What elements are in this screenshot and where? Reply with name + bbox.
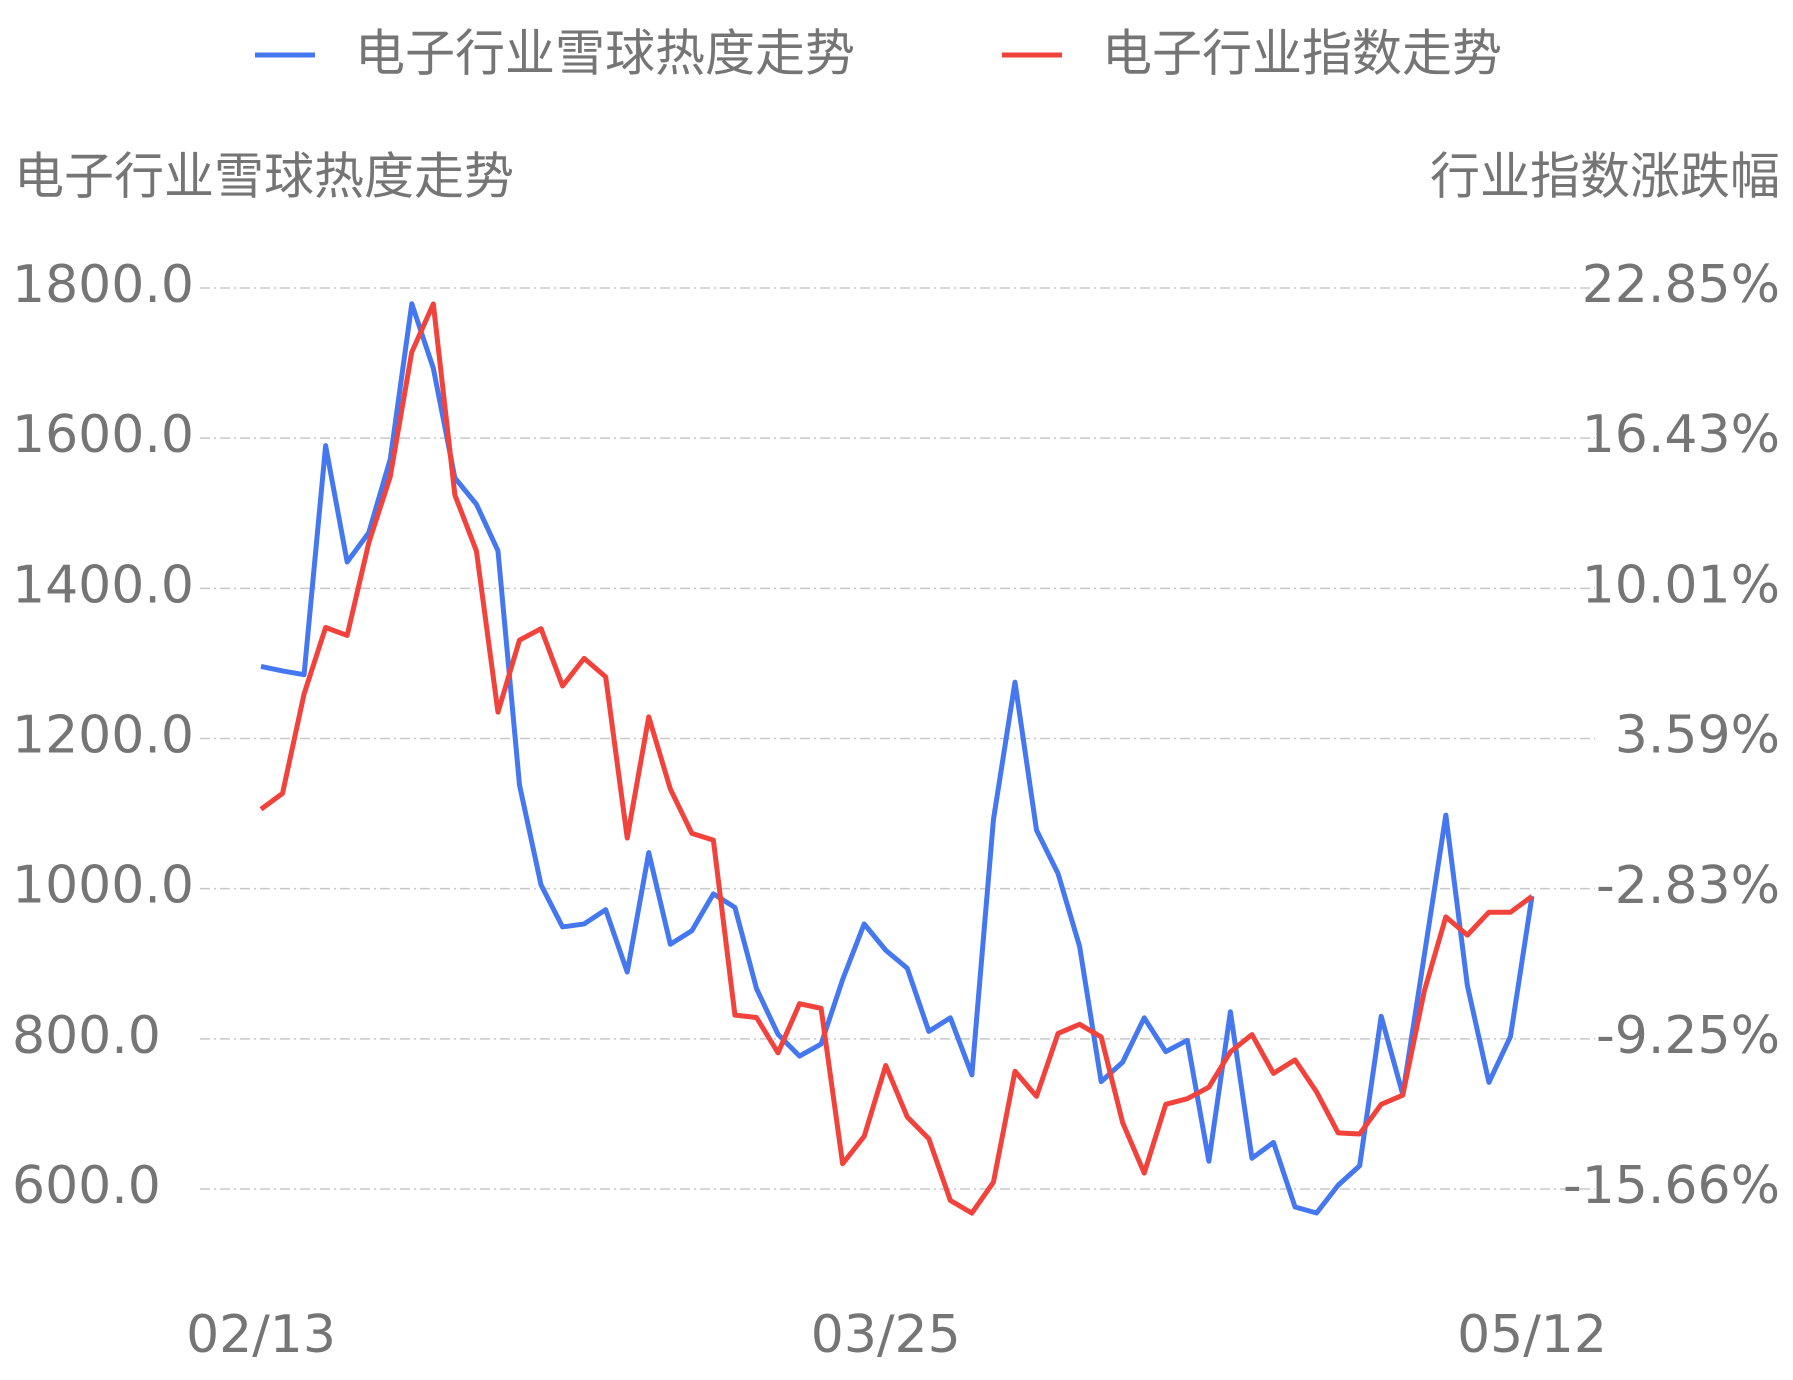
line-series [259,301,1534,1216]
x-tick-label: 05/12 [1457,1305,1607,1365]
y-tick-label: 1800.0 [12,255,194,315]
x-tick-label: 03/25 [811,1305,961,1365]
y2-tick-label: -2.83% [1596,856,1780,916]
y2-tick-label: 10.01% [1582,555,1780,615]
y2-tick-label: -15.66% [1563,1156,1780,1216]
y-tick-label: 1400.0 [12,555,194,615]
y-tick-label: 1600.0 [12,405,194,465]
y2-tick-label: 16.43% [1582,405,1780,465]
y-tick-label: 1200.0 [12,706,194,766]
x-tick-label: 02/13 [186,1305,336,1365]
legend-label: 电子行业指数走势 [1102,25,1502,83]
y-axis-title: 电子行业雪球热度走势 [14,148,514,206]
legend-label: 电子行业雪球热度走势 [355,25,855,83]
y-tick-label: 600.0 [12,1156,161,1216]
y2-tick-label: 22.85% [1582,255,1780,315]
y-tick-label: 800.0 [12,1006,161,1066]
y2-axis-title: 行业指数涨跌幅 [1430,148,1780,206]
y-tick-label: 1000.0 [12,856,194,916]
y2-tick-label: 3.59% [1615,706,1780,766]
line-series [260,301,1535,1216]
y2-tick-label: -9.25% [1596,1006,1780,1066]
